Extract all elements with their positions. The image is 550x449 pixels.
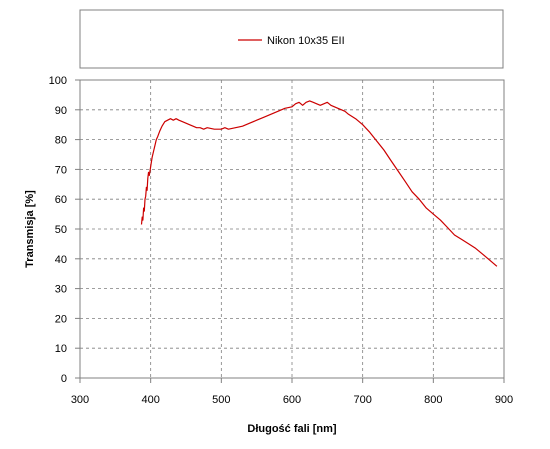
series-group <box>140 100 498 267</box>
y-tick-label: 50 <box>55 224 67 236</box>
x-tick-label: 900 <box>495 394 513 406</box>
x-axis-ticks: 300 400 500 600 700 800 900 <box>71 378 513 406</box>
x-tick-label: 500 <box>212 394 230 406</box>
legend-box <box>79 9 504 69</box>
y-tick-label: 100 <box>49 75 67 87</box>
y-tick-label: 90 <box>55 105 67 117</box>
y-tick-label: 40 <box>55 254 67 266</box>
y-tick-label: 20 <box>55 313 67 325</box>
series-line <box>140 100 498 267</box>
y-axis-ticks: 0 10 20 30 40 50 60 70 80 90 100 <box>49 75 80 385</box>
y-tick-label: 10 <box>55 343 67 355</box>
legend: Nikon 10x35 EII <box>79 9 504 69</box>
y-tick-label: 30 <box>55 284 67 296</box>
x-axis-title: Długość fali [nm] <box>247 423 337 435</box>
x-tick-label: 300 <box>71 394 89 406</box>
y-axis-title: Transmisja [%] <box>24 190 36 268</box>
y-tick-label: 80 <box>55 135 67 147</box>
x-tick-label: 400 <box>141 394 159 406</box>
x-tick-label: 800 <box>424 394 442 406</box>
y-tick-label: 0 <box>61 373 67 385</box>
grid <box>80 80 504 378</box>
x-tick-label: 600 <box>283 394 301 406</box>
y-tick-label: 70 <box>55 164 67 176</box>
y-tick-label: 60 <box>55 194 67 206</box>
x-tick-label: 700 <box>353 394 371 406</box>
legend-label: Nikon 10x35 EII <box>267 35 345 47</box>
